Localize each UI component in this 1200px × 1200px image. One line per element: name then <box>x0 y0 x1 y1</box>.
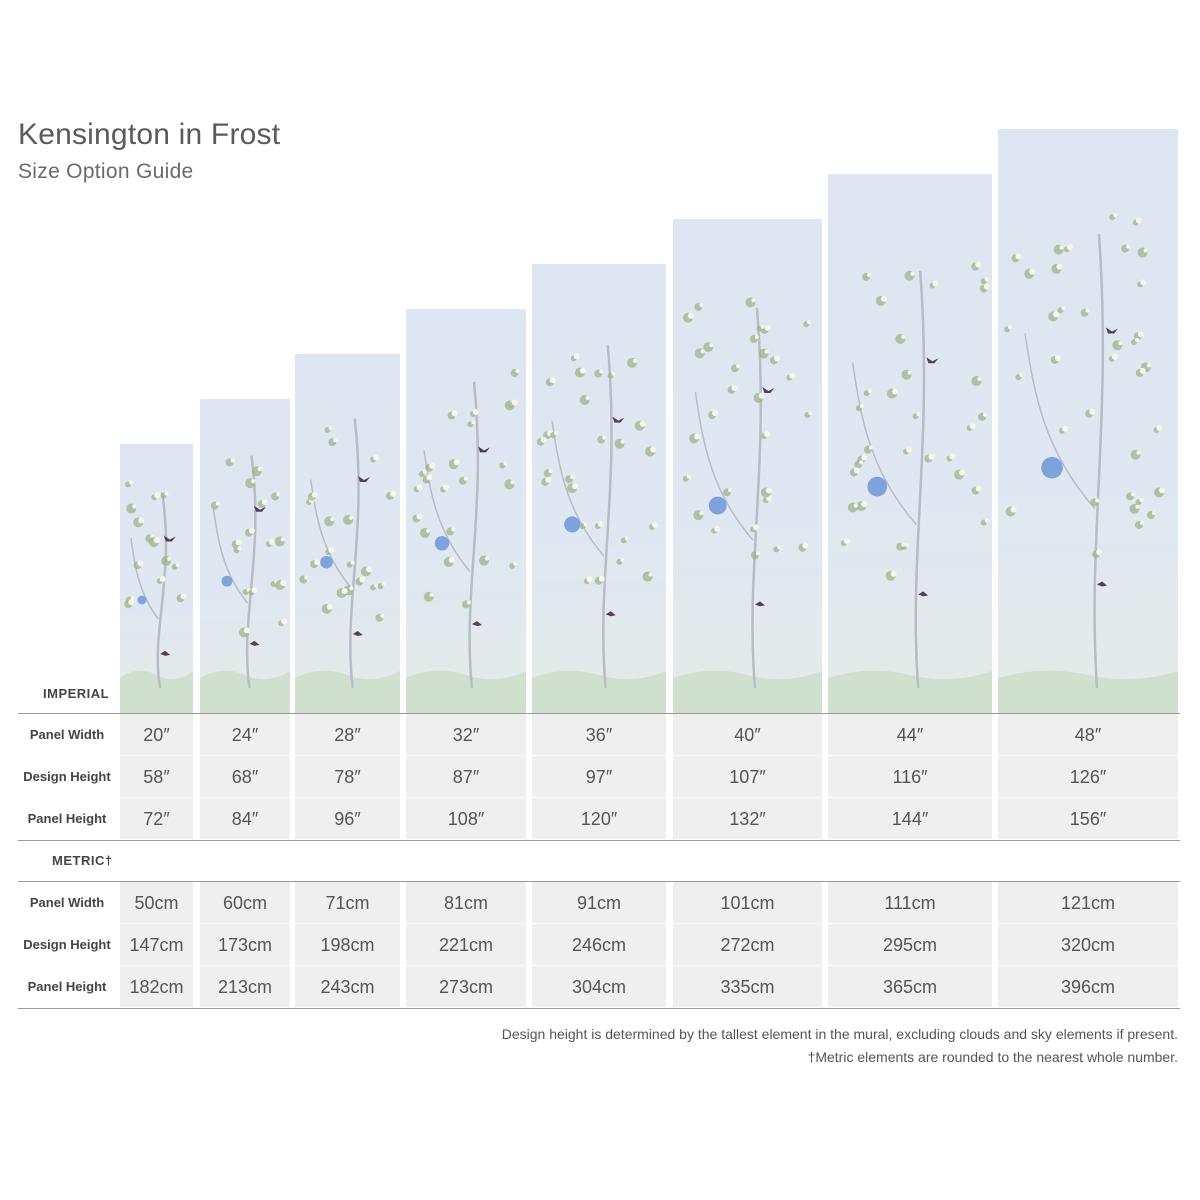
table-cell: 108″ <box>406 798 526 839</box>
table-cell: 58″ <box>120 756 193 797</box>
table-cell: 213cm <box>200 966 290 1007</box>
row-label: Panel Width <box>29 727 105 742</box>
table-row: Design Height 58″ 68″ 78″ 87″ 97″ 107″ 116″ 126″ <box>18 756 1180 798</box>
table-cell: 144″ <box>828 798 992 839</box>
table-cell: 78″ <box>295 756 400 797</box>
table-cell: 24″ <box>200 714 290 755</box>
table-cell: 121cm <box>998 882 1178 923</box>
table-cell: 304cm <box>532 966 666 1007</box>
divider <box>18 881 1180 882</box>
metric-section-label: METRIC† <box>52 853 113 868</box>
table-row: Panel Width 50cm 60cm 71cm 81cm 91cm 101cm 111c… <box>18 882 1180 924</box>
table-cell: 396cm <box>998 966 1178 1007</box>
table-cell: 32″ <box>406 714 526 755</box>
mural-panel <box>998 129 1178 713</box>
row-label: Design Height <box>23 937 111 952</box>
mural-panel <box>828 174 992 713</box>
table-row: Design Height 147cm 173cm 198cm 221cm 246cm 27… <box>18 924 1180 966</box>
table-cell: 44″ <box>828 714 992 755</box>
table-cell: 60cm <box>200 882 290 923</box>
row-label: Panel Height <box>27 811 107 826</box>
table-cell: 96″ <box>295 798 400 839</box>
table-cell: 182cm <box>120 966 193 1007</box>
table-cell: 48″ <box>998 714 1178 755</box>
table-cell: 221cm <box>406 924 526 965</box>
table-cell: 243cm <box>295 966 400 1007</box>
table-cell: 147cm <box>120 924 193 965</box>
table-cell: 173cm <box>200 924 290 965</box>
table-cell: 20″ <box>120 714 193 755</box>
table-cell: 28″ <box>295 714 400 755</box>
footnote-design-height: Design height is determined by the talle… <box>501 1026 1178 1042</box>
divider <box>18 713 1180 714</box>
table-cell: 365cm <box>828 966 992 1007</box>
table-cell: 68″ <box>200 756 290 797</box>
table-cell: 36″ <box>532 714 666 755</box>
table-cell: 87″ <box>406 756 526 797</box>
table-cell: 273cm <box>406 966 526 1007</box>
table-cell: 116″ <box>828 756 992 797</box>
table-cell: 97″ <box>532 756 666 797</box>
table-cell: 101cm <box>673 882 822 923</box>
table-cell: 91cm <box>532 882 666 923</box>
table-row: Panel Height 182cm 213cm 243cm 273cm 304cm 335… <box>18 966 1180 1008</box>
table-cell: 156″ <box>998 798 1178 839</box>
table-cell: 81cm <box>406 882 526 923</box>
page-subtitle: Size Option Guide <box>18 160 194 183</box>
mural-panel <box>406 309 526 713</box>
table-cell: 120″ <box>532 798 666 839</box>
footnote-metric-rounding: †Metric elements are rounded to the near… <box>807 1049 1178 1065</box>
table-row: Panel Width 20″ 24″ 28″ 32″ 36″ 40″ 44″ 48″ <box>18 714 1180 756</box>
row-label: Panel Width <box>29 895 105 910</box>
mural-panel <box>200 399 290 713</box>
mural-panel <box>673 219 822 713</box>
table-cell: 335cm <box>673 966 822 1007</box>
row-label: Design Height <box>23 769 111 784</box>
row-label: Panel Height <box>27 979 107 994</box>
table-cell: 72″ <box>120 798 193 839</box>
page-title: Kensington in Frost <box>18 118 281 151</box>
mural-panel <box>295 354 400 713</box>
table-cell: 50cm <box>120 882 193 923</box>
imperial-section-label: IMPERIAL <box>43 686 110 701</box>
divider <box>18 840 1180 841</box>
table-cell: 246cm <box>532 924 666 965</box>
table-cell: 198cm <box>295 924 400 965</box>
table-cell: 295cm <box>828 924 992 965</box>
mural-panel <box>120 444 193 713</box>
table-cell: 132″ <box>673 798 822 839</box>
table-row: Panel Height 72″ 84″ 96″ 108″ 120″ 132″ 144″ 156… <box>18 798 1180 840</box>
table-cell: 320cm <box>998 924 1178 965</box>
table-cell: 40″ <box>673 714 822 755</box>
table-cell: 272cm <box>673 924 822 965</box>
table-cell: 107″ <box>673 756 822 797</box>
divider <box>18 1008 1180 1009</box>
table-cell: 84″ <box>200 798 290 839</box>
table-cell: 126″ <box>998 756 1178 797</box>
table-cell: 71cm <box>295 882 400 923</box>
mural-panel <box>532 264 666 713</box>
table-cell: 111cm <box>828 882 992 923</box>
